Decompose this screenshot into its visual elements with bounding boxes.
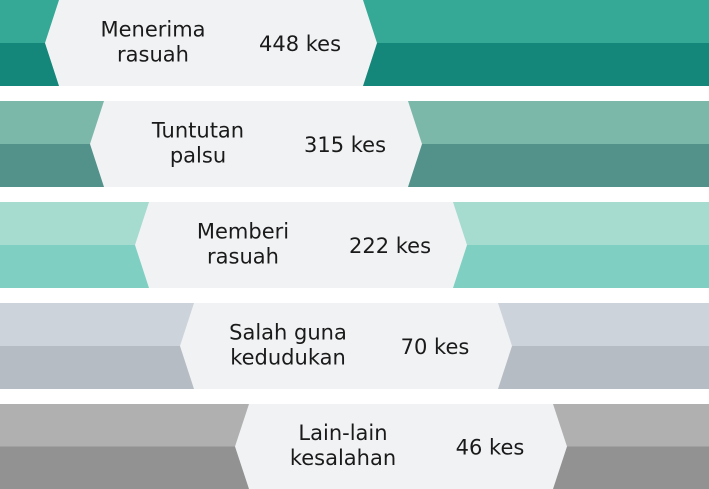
row-label: kesalahan xyxy=(290,446,396,470)
row-label: rasuah xyxy=(117,43,189,67)
label-box xyxy=(235,404,567,489)
row-value: 46 kes xyxy=(456,436,525,460)
row-value: 70 kes xyxy=(401,335,470,359)
label-box xyxy=(45,0,377,86)
row-value: 448 kes xyxy=(259,32,341,56)
label-box xyxy=(90,101,422,187)
label-box xyxy=(135,202,467,288)
row-value: 222 kes xyxy=(349,234,431,258)
row-label: Salah guna xyxy=(229,321,347,345)
row-label: rasuah xyxy=(207,245,279,269)
row-label: Menerima xyxy=(100,18,205,42)
row-label: Memberi xyxy=(197,220,289,244)
row-label: Tuntutan xyxy=(151,119,244,143)
row-label: Lain-lain xyxy=(298,421,387,445)
row-label: palsu xyxy=(170,144,226,168)
row-label: kedudukan xyxy=(230,346,346,370)
label-box xyxy=(180,303,512,389)
row-value: 315 kes xyxy=(304,133,386,157)
